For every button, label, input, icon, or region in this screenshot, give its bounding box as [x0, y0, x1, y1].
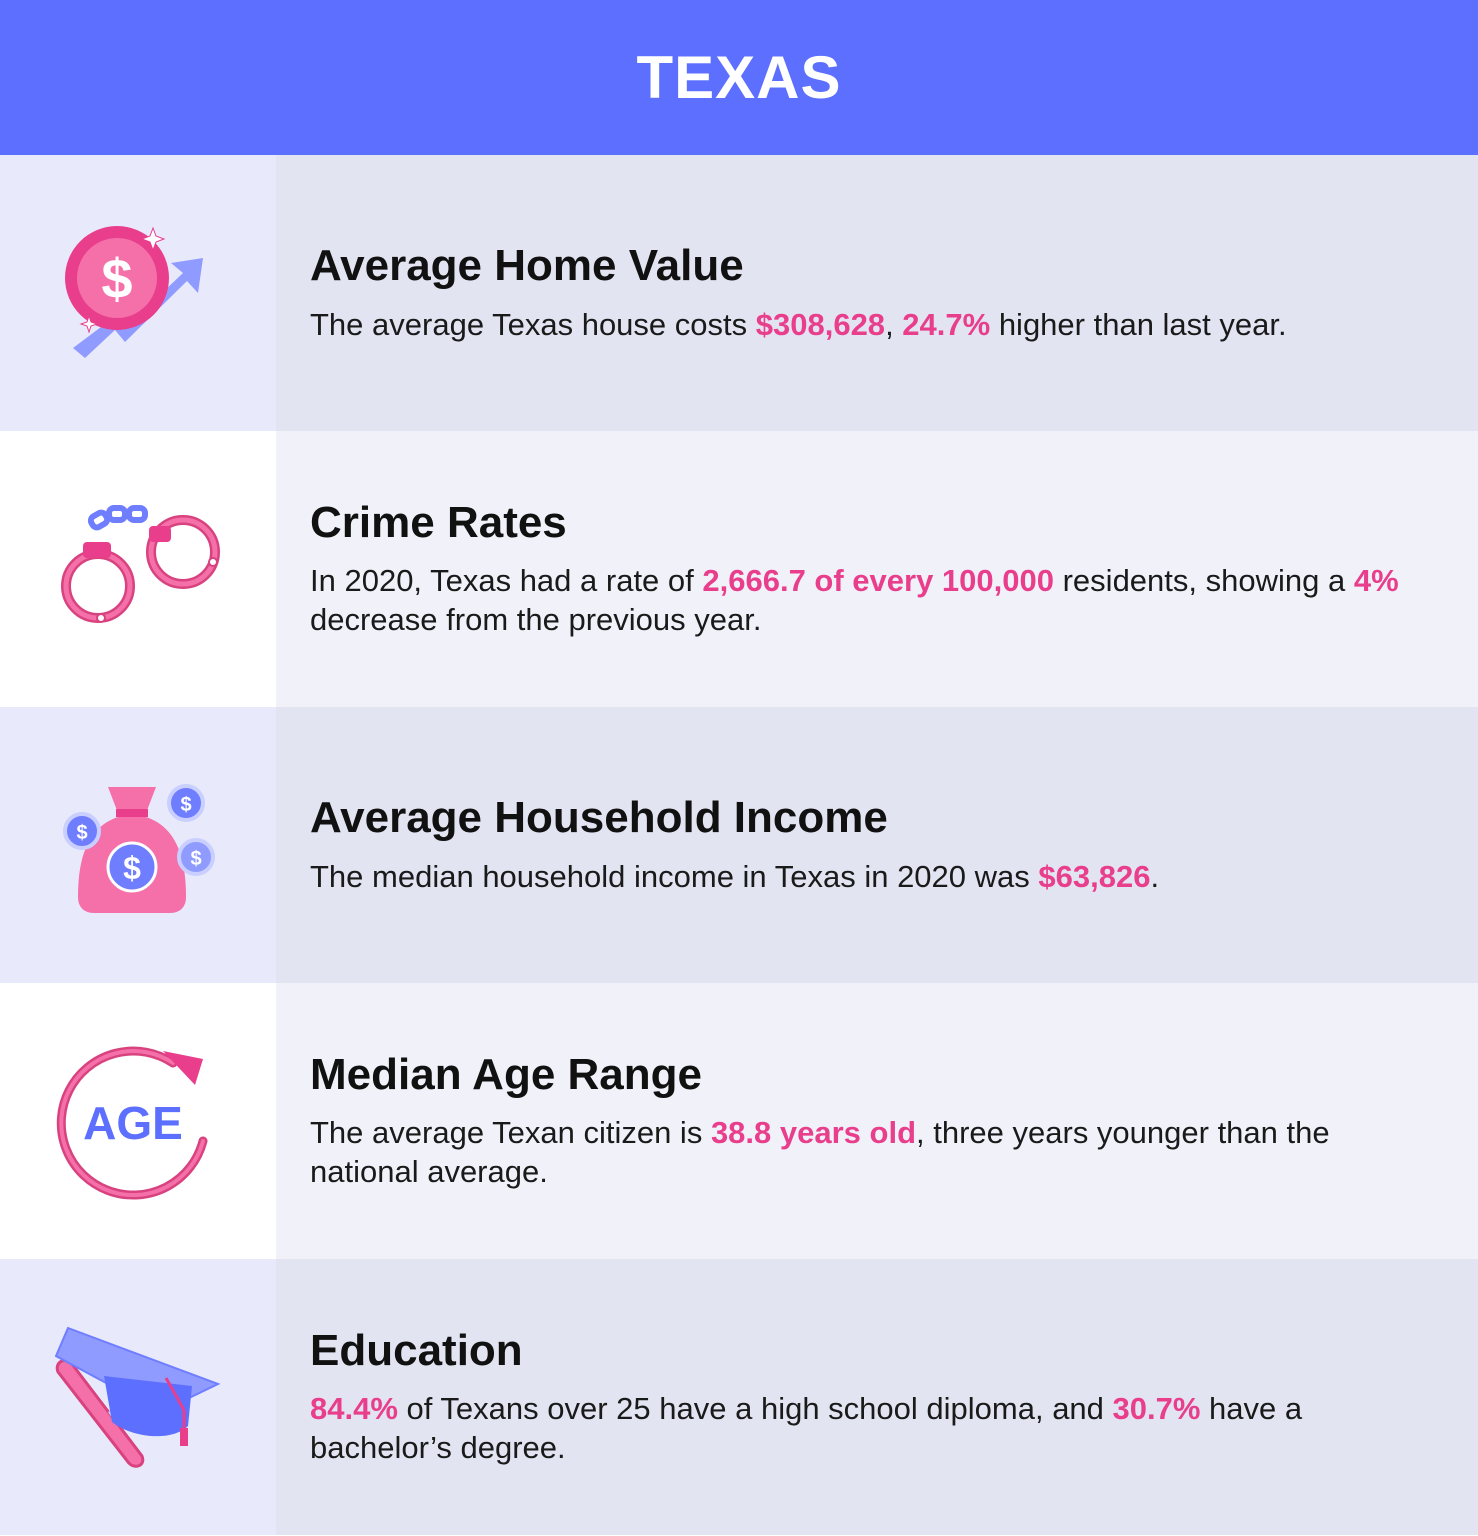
stat-row-household-income: $ $ $ $ Average Household Income The med… — [0, 707, 1478, 983]
text-cell: Crime Rates In 2020, Texas had a rate of… — [276, 431, 1478, 707]
icon-cell: $ $ $ $ — [0, 707, 276, 983]
dollar-coin-up-arrow-icon: $ — [65, 226, 203, 358]
svg-text:$: $ — [123, 850, 141, 886]
graduation-cap-diploma-icon — [54, 1326, 221, 1468]
row-heading: Education — [310, 1325, 523, 1375]
row-description: The average Texas house costs $308,628, … — [310, 306, 1287, 342]
row-description: The median household income in Texas in … — [310, 858, 1160, 894]
svg-text:$: $ — [180, 794, 191, 816]
age-cycle-icon: AGE — [56, 1046, 208, 1200]
stat-row-home-value: $ Average Home Value The average Texas h… — [0, 155, 1478, 431]
stat-row-median-age: AGE Median Age Range The average Texan c… — [0, 983, 1478, 1259]
row-heading: Crime Rates — [310, 497, 567, 547]
row-heading: Average Household Income — [310, 793, 888, 843]
stat-row-crime-rates: Crime Rates In 2020, Texas had a rate of… — [0, 431, 1478, 707]
age-icon-label: AGE — [83, 1097, 183, 1149]
stat-row-education: Education 84.4% of Texans over 25 have a… — [0, 1259, 1478, 1535]
icon-cell: AGE — [0, 983, 276, 1259]
svg-text:$: $ — [190, 848, 201, 870]
text-cell: Average Home Value The average Texas hou… — [276, 155, 1478, 431]
svg-text:$: $ — [76, 822, 87, 844]
row-heading: Average Home Value — [310, 241, 744, 291]
money-bag-icon: $ $ $ $ — [63, 784, 215, 913]
text-cell: Average Household Income The median hous… — [276, 707, 1478, 983]
text-cell: Median Age Range The average Texan citiz… — [276, 983, 1478, 1259]
row-description: In 2020, Texas had a rate of 2,666.7 of … — [310, 563, 1399, 638]
row-description: 84.4% of Texans over 25 have a high scho… — [310, 1391, 1303, 1466]
text-cell: Education 84.4% of Texans over 25 have a… — [276, 1259, 1478, 1535]
header-banner: TEXAS — [0, 0, 1478, 155]
handcuffs-icon — [61, 505, 220, 623]
icon-cell — [0, 1259, 276, 1535]
svg-text:$: $ — [101, 247, 132, 310]
icon-cell: $ — [0, 155, 276, 431]
row-description: The average Texan citizen is 38.8 years … — [310, 1115, 1330, 1190]
row-heading: Median Age Range — [310, 1049, 702, 1099]
icon-cell — [0, 431, 276, 707]
page-title: TEXAS — [636, 44, 842, 111]
